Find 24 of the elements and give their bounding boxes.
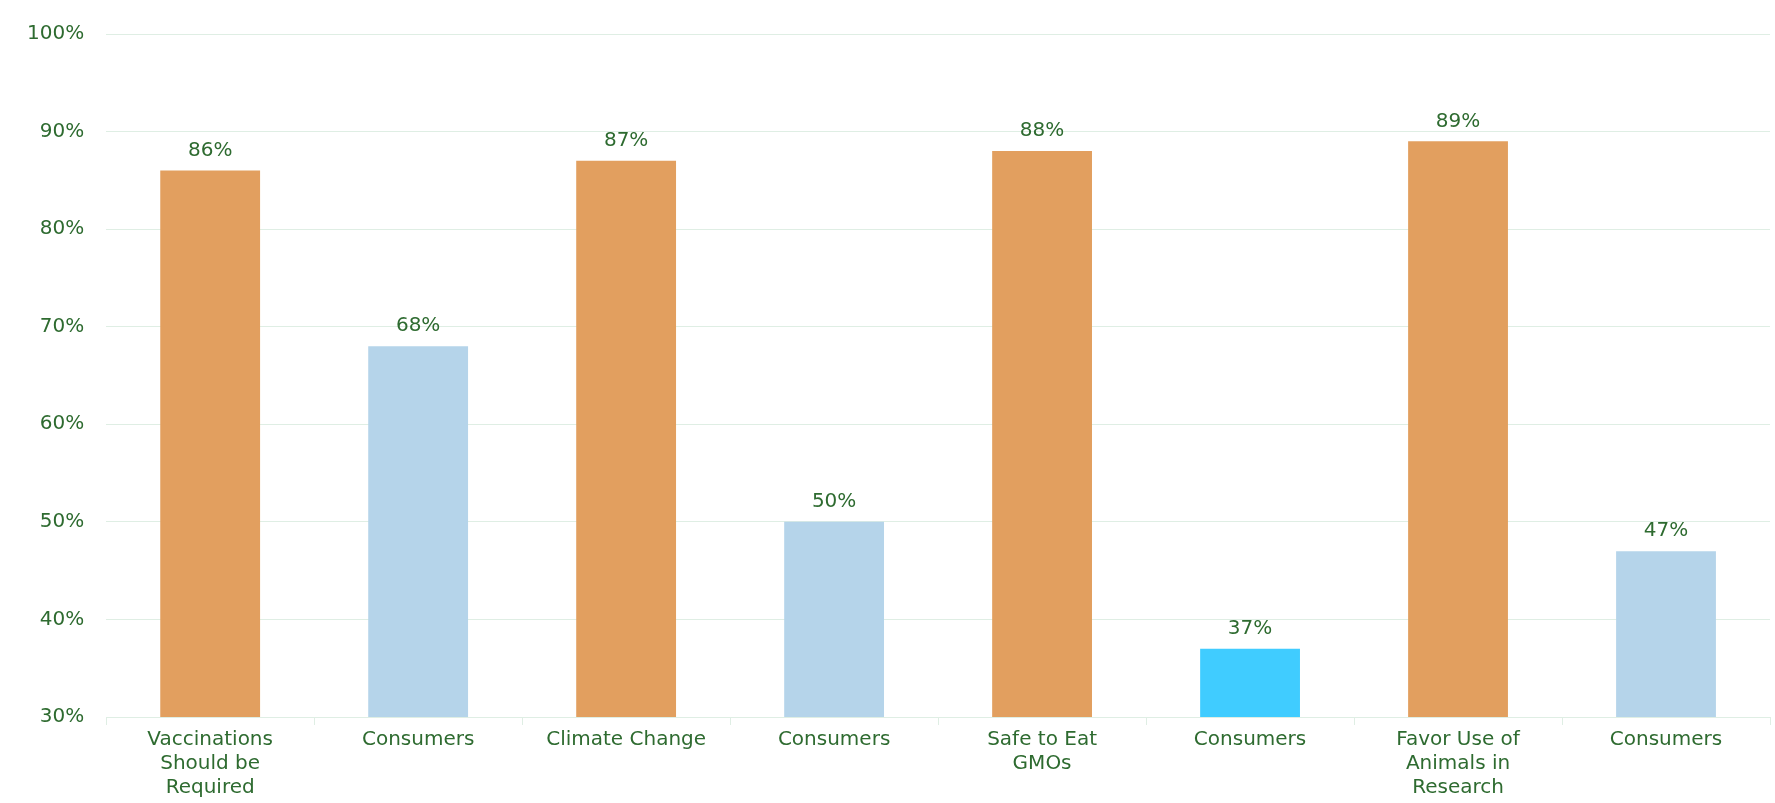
y-tick-label: 30% bbox=[39, 703, 85, 728]
x-tick-label: Consumers bbox=[1193, 726, 1307, 751]
data-label: 88% bbox=[1019, 117, 1065, 142]
data-label: 50% bbox=[811, 488, 857, 513]
y-tick-label: 50% bbox=[39, 508, 85, 533]
data-label: 37% bbox=[1227, 614, 1273, 639]
x-tick-label: Consumers bbox=[777, 726, 891, 751]
y-tick-label: 100% bbox=[26, 20, 85, 45]
x-tick-label: Vaccinations Should be Required bbox=[147, 726, 273, 799]
y-tick-label: 60% bbox=[39, 410, 85, 435]
y-tick-label: 70% bbox=[39, 312, 85, 337]
x-tick-label: Consumers bbox=[1609, 726, 1723, 751]
x-tick-label: Climate Change bbox=[546, 726, 707, 751]
y-tick-label: 90% bbox=[39, 117, 85, 142]
x-tick-label: Safe to Eat GMOs bbox=[987, 726, 1098, 775]
data-label: 89% bbox=[1435, 107, 1481, 132]
y-tick-label: 80% bbox=[39, 215, 85, 240]
x-tick-label: Favor Use of Animals in Research bbox=[1396, 726, 1521, 799]
data-label: 86% bbox=[187, 136, 233, 161]
y-tick-label: 40% bbox=[39, 605, 85, 630]
data-label: 47% bbox=[1643, 517, 1689, 542]
x-tick-label: Consumers bbox=[361, 726, 475, 751]
data-label: 68% bbox=[395, 312, 441, 337]
data-label: 87% bbox=[603, 127, 649, 152]
